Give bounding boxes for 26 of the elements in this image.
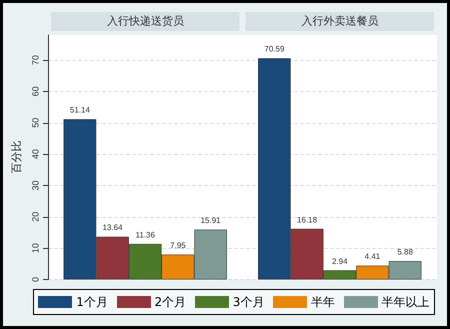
data-label: 70.59 [264, 44, 285, 54]
y-tick-label: 20 [30, 212, 40, 222]
data-label: 51.14 [70, 106, 90, 115]
y-tick-label: 30 [30, 180, 40, 190]
y-tick-label: 60 [30, 86, 40, 96]
data-label: 2.94 [332, 256, 348, 266]
y-tick-label: 50 [30, 118, 40, 128]
y-tick-label: 40 [30, 149, 40, 160]
x-tick-label: 入行快递送货员 [106, 14, 184, 28]
y-tick-label: 0 [30, 276, 40, 282]
data-label: 5.88 [397, 248, 414, 257]
y-tick-label: 10 [30, 243, 40, 254]
data-label: 13.64 [102, 223, 124, 232]
data-label: 4.41 [364, 252, 381, 262]
legend-label: 半年以上 [382, 294, 430, 310]
legend-label: 1个月 [76, 294, 108, 310]
data-label: 7.95 [170, 241, 186, 250]
y-axis-title: 百分比 [10, 140, 23, 174]
data-label: 11.36 [136, 230, 156, 240]
data-label: 15.91 [200, 216, 222, 226]
legend-label: 2个月 [154, 294, 186, 310]
legend-label: 3个月 [232, 294, 264, 310]
legend-label: 半年 [311, 294, 336, 310]
y-tick-label: 70 [30, 55, 40, 66]
data-label: 16.18 [297, 215, 318, 224]
x-tick-label: 入行外卖送餐员 [301, 14, 378, 28]
